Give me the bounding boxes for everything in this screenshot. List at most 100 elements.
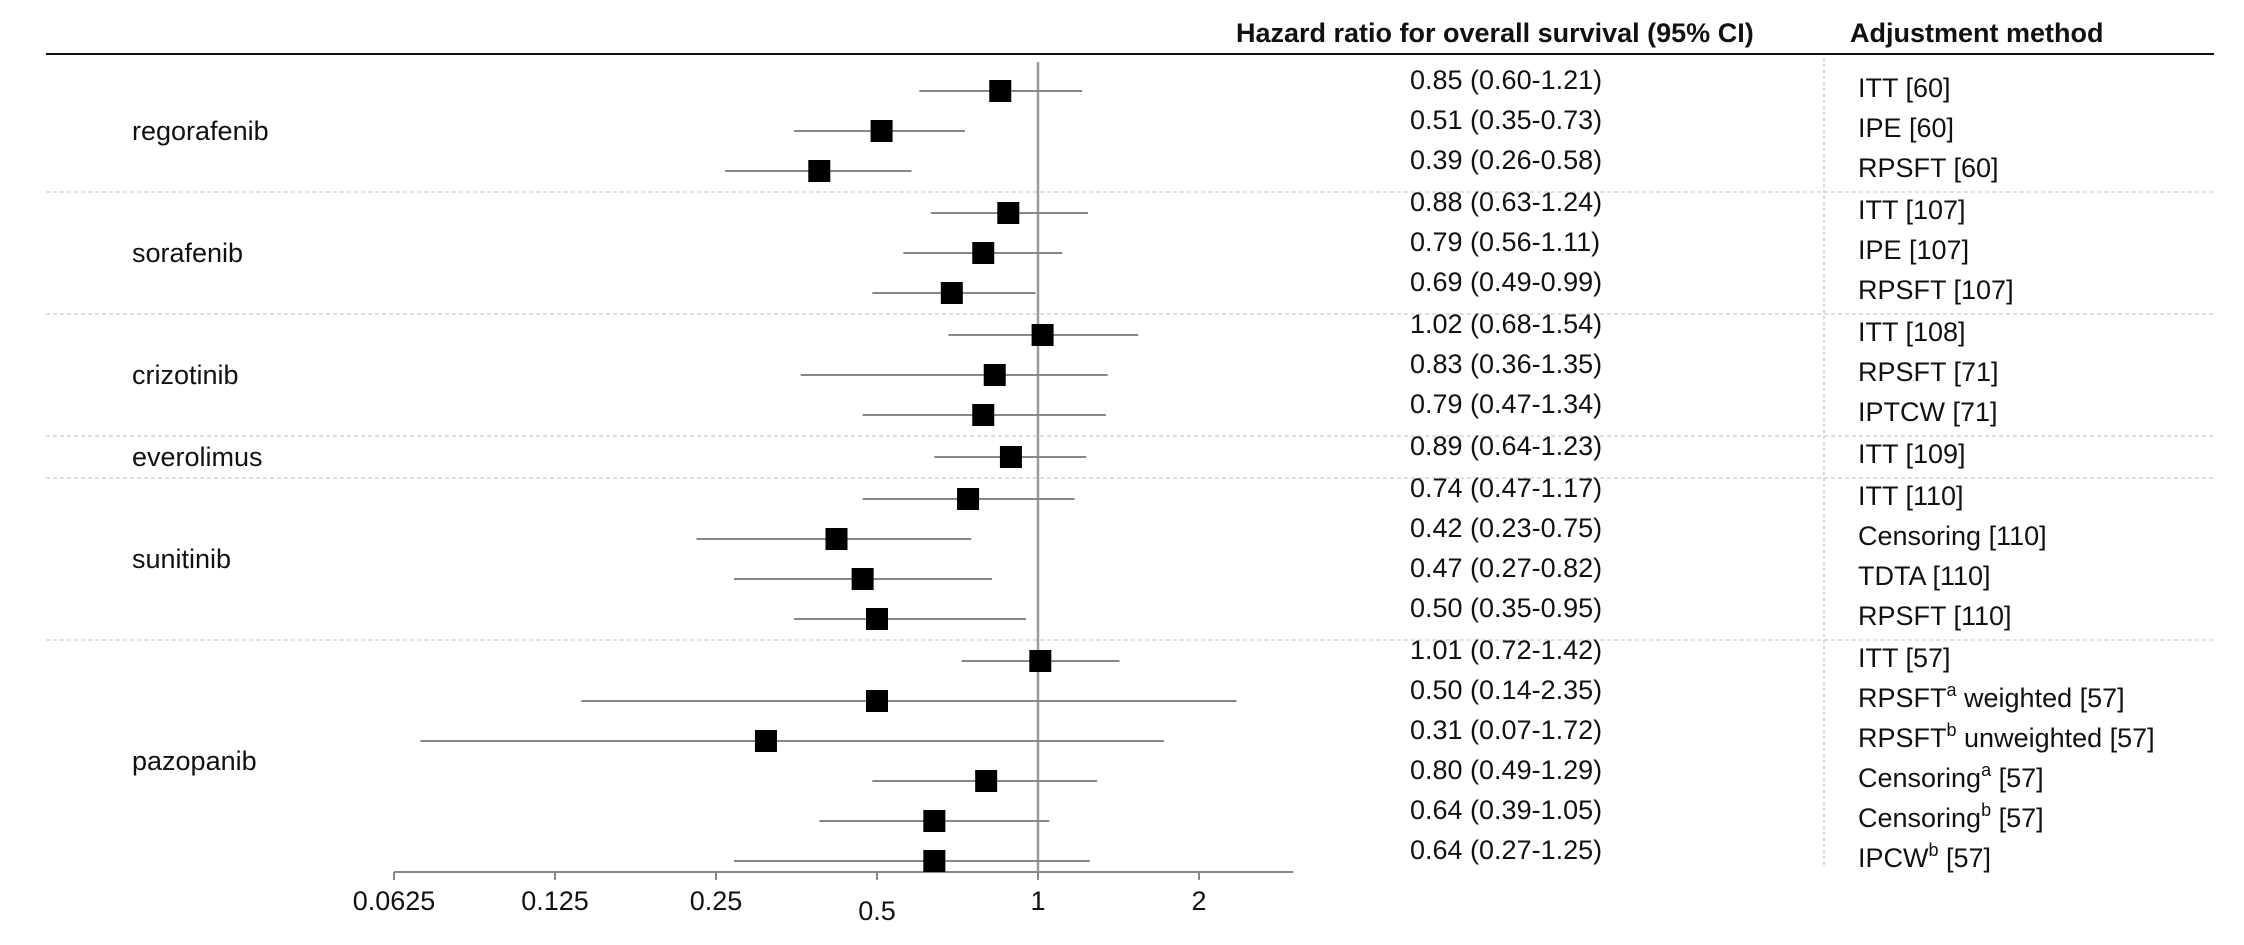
- point-estimate-marker: [1029, 650, 1052, 672]
- method-name: TDTA [110]: [1858, 561, 1991, 591]
- point-estimate-marker: [975, 770, 998, 792]
- method-label: RPSFT [60]: [1858, 153, 1999, 183]
- method-name: Censoring [110]: [1858, 521, 2047, 551]
- hr-ci-label: 0.42 (0.23-0.75): [1410, 513, 1602, 543]
- x-tick-label: 2: [1191, 886, 1206, 916]
- point-estimate-marker: [825, 528, 848, 550]
- point-estimate-marker: [999, 446, 1022, 468]
- method-superscript: b: [1947, 720, 1957, 740]
- method-rest: [57]: [1991, 803, 2044, 833]
- method-name: ITT [108]: [1858, 317, 1966, 347]
- method-name: RPSFT [60]: [1858, 153, 1999, 183]
- point-estimate-marker: [957, 488, 980, 510]
- method-label: IPTCW [71]: [1858, 397, 1998, 427]
- method-label: IPCWb [57]: [1858, 840, 1991, 873]
- method-name: RPSFT [110]: [1858, 601, 2012, 631]
- hr-ci-label: 0.88 (0.63-1.24): [1410, 187, 1602, 217]
- method-name: RPSFT: [1858, 723, 1947, 753]
- method-name: IPTCW [71]: [1858, 397, 1998, 427]
- hr-ci-label: 0.89 (0.64-1.23): [1410, 431, 1602, 461]
- method-label: ITT [109]: [1858, 439, 1966, 469]
- group-separators: [46, 191, 2214, 641]
- hr-ci-label: 0.39 (0.26-0.58): [1410, 145, 1602, 175]
- method-name: ITT [57]: [1858, 643, 1951, 673]
- method-rest: [57]: [1991, 763, 2044, 793]
- method-name: ITT [110]: [1858, 481, 1964, 511]
- method-name: ITT [109]: [1858, 439, 1966, 469]
- x-tick-label: 0.25: [690, 886, 743, 916]
- x-tick-label: 0.125: [521, 886, 589, 916]
- method-label: IPE [60]: [1858, 113, 1954, 143]
- method-label: RPSFT [110]: [1858, 601, 2012, 631]
- header-adjustment-method: Adjustment method: [1850, 18, 2104, 48]
- hr-ci-label: 0.80 (0.49-1.29): [1410, 755, 1602, 785]
- hr-ci-label: 0.31 (0.07-1.72): [1410, 715, 1602, 745]
- method-rest: [57]: [1939, 843, 1992, 873]
- hr-ci-label: 1.01 (0.72-1.42): [1410, 635, 1602, 665]
- method-label: ITT [110]: [1858, 481, 1964, 511]
- method-label: Censoringa [57]: [1858, 760, 2044, 793]
- method-rest: weighted [57]: [1957, 683, 2125, 713]
- point-estimate-marker: [997, 202, 1020, 224]
- point-estimate-marker: [940, 282, 963, 304]
- method-name: IPE [107]: [1858, 235, 1969, 265]
- hr-ci-label: 1.02 (0.68-1.54): [1410, 309, 1602, 339]
- x-tick-label: 1: [1030, 886, 1045, 916]
- x-tick-label: 0.5: [858, 896, 896, 926]
- method-label: Censoring [110]: [1858, 521, 2047, 551]
- method-rest: unweighted [57]: [1957, 723, 2155, 753]
- method-superscript: b: [1981, 800, 1991, 820]
- method-label: IPE [107]: [1858, 235, 1969, 265]
- hr-ci-label: 0.74 (0.47-1.17): [1410, 473, 1602, 503]
- method-label: ITT [108]: [1858, 317, 1966, 347]
- hr-ci-label: 0.51 (0.35-0.73): [1410, 105, 1602, 135]
- method-name: RPSFT: [1858, 683, 1947, 713]
- hr-ci-label: 0.83 (0.36-1.35): [1410, 349, 1602, 379]
- point-estimate-marker: [808, 160, 831, 182]
- point-estimate-marker: [851, 568, 874, 590]
- hr-ci-label: 0.85 (0.60-1.21): [1410, 65, 1602, 95]
- method-name: IPCW: [1858, 843, 1929, 873]
- method-label: RPSFT [71]: [1858, 357, 1999, 387]
- hr-ci-label: 0.69 (0.49-0.99): [1410, 267, 1602, 297]
- group-label: pazopanib: [132, 746, 257, 776]
- hr-ci-label: 0.79 (0.56-1.11): [1410, 227, 1600, 257]
- method-superscript: a: [1947, 680, 1958, 700]
- x-tick-label: 0.0625: [353, 886, 436, 916]
- point-estimate-marker: [923, 810, 946, 832]
- method-name: RPSFT [71]: [1858, 357, 1999, 387]
- point-estimate-marker: [972, 242, 995, 264]
- method-superscript: b: [1929, 840, 1939, 860]
- method-label: RPSFT [107]: [1858, 275, 2014, 305]
- x-axis: 0.0625 0.125 0.25 0.5 1 2: [353, 871, 1294, 926]
- group-label: everolimus: [132, 442, 263, 472]
- method-name: ITT [60]: [1858, 73, 1951, 103]
- method-name: Censoring: [1858, 803, 1981, 833]
- point-estimate-marker: [1031, 324, 1054, 346]
- method-label: ITT [60]: [1858, 73, 1951, 103]
- hr-ci-label: 0.47 (0.27-0.82): [1410, 553, 1602, 583]
- method-label: Censoringb [57]: [1858, 800, 2044, 833]
- hr-ci-label: 0.64 (0.39-1.05): [1410, 795, 1602, 825]
- hr-ci-label: 0.79 (0.47-1.34): [1410, 389, 1602, 419]
- method-label: TDTA [110]: [1858, 561, 1991, 591]
- point-estimate-marker: [870, 120, 893, 142]
- method-label: RPSFTb unweighted [57]: [1858, 720, 2155, 753]
- method-superscript: a: [1981, 760, 1992, 780]
- hr-ci-label: 0.64 (0.27-1.25): [1410, 835, 1602, 865]
- point-estimate-marker: [989, 80, 1012, 102]
- point-estimate-marker: [983, 364, 1006, 386]
- point-estimate-marker: [866, 608, 888, 630]
- group-label: crizotinib: [132, 360, 239, 390]
- point-estimate-marker: [972, 404, 995, 426]
- method-name: RPSFT [107]: [1858, 275, 2014, 305]
- point-estimate-marker: [923, 850, 946, 872]
- method-name: ITT [107]: [1858, 195, 1966, 225]
- method-name: IPE [60]: [1858, 113, 1954, 143]
- group-label: regorafenib: [132, 116, 269, 146]
- point-estimate-marker: [754, 730, 777, 752]
- group-label: sunitinib: [132, 544, 231, 574]
- method-name: Censoring: [1858, 763, 1981, 793]
- point-estimate-marker: [866, 690, 888, 712]
